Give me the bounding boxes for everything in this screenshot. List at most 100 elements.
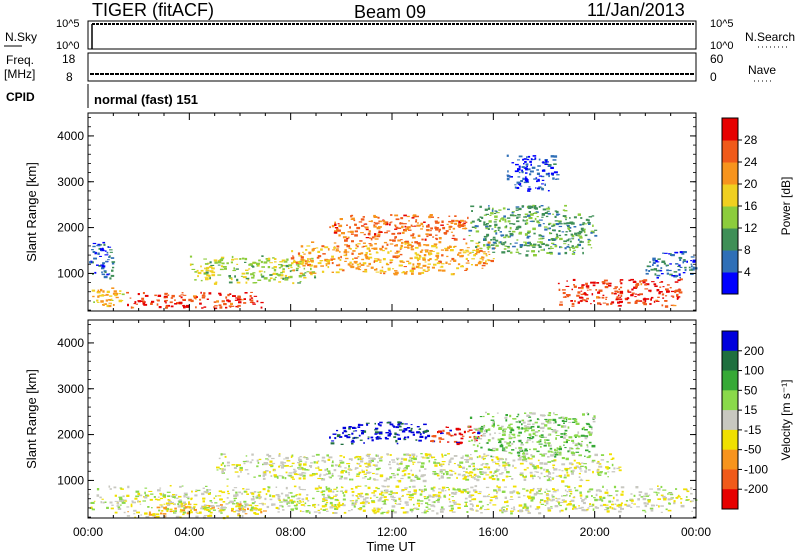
velocity-cell — [372, 472, 375, 475]
velocity-cell — [267, 458, 270, 461]
power-cell — [349, 248, 352, 250]
velocity-cell — [509, 499, 514, 500]
velocity-cell — [384, 436, 388, 439]
power-cell — [356, 245, 359, 248]
velocity-cell — [466, 456, 470, 458]
power-cell — [394, 214, 399, 217]
power-cell — [515, 163, 519, 166]
velocity-cell — [145, 516, 150, 518]
power-cell — [174, 303, 178, 305]
velocity-cell — [384, 499, 388, 501]
velocity-cell — [456, 476, 458, 479]
power-cell — [360, 252, 364, 255]
power-cell — [492, 241, 497, 244]
power-cell — [297, 252, 301, 255]
power-cell — [548, 239, 551, 241]
velocity-cell — [548, 444, 550, 447]
power-cell — [392, 268, 395, 270]
velocity-cell — [209, 514, 213, 517]
power-cell — [93, 301, 95, 303]
velocity-cell — [511, 442, 514, 445]
power-cell — [590, 303, 592, 305]
velocity-cell — [415, 439, 418, 441]
power-cell — [261, 266, 265, 268]
power-cell — [376, 235, 381, 238]
velocity-cell — [440, 464, 443, 467]
velocity-cell — [310, 466, 312, 468]
velocity-cell — [633, 503, 636, 505]
power-cell — [214, 261, 218, 264]
velocity-cell — [415, 455, 418, 458]
velocity-cell — [356, 455, 359, 458]
velocity-cell — [342, 492, 344, 494]
velocity-cell — [396, 457, 400, 460]
power-cell — [653, 283, 657, 286]
power-cell — [669, 263, 672, 265]
velocity-cell — [554, 421, 557, 424]
velocity-cell — [498, 432, 501, 434]
velocity-cell — [366, 466, 369, 468]
velocity-cell — [543, 475, 546, 478]
power-cell — [659, 286, 662, 288]
velocity-cell — [545, 420, 549, 423]
velocity-cell — [144, 512, 148, 515]
velocity-cell — [531, 441, 534, 443]
velocity-cell — [109, 501, 113, 504]
velocity-cell — [483, 453, 486, 455]
power-cell — [541, 179, 545, 181]
velocity-cell — [591, 460, 595, 463]
velocity-cell — [298, 464, 301, 467]
velocity-cell — [171, 501, 174, 503]
velocity-cell — [281, 476, 285, 479]
velocity-cell — [517, 434, 521, 437]
velocity-cell — [547, 456, 550, 458]
velocity-cell — [269, 498, 273, 501]
velocity-cell — [237, 514, 241, 517]
power-cell — [558, 223, 563, 225]
power-cell — [499, 241, 502, 244]
velocity-cell — [317, 477, 322, 480]
velocity-cell — [299, 488, 304, 490]
velocity-cell — [385, 477, 389, 480]
power-cell — [200, 279, 203, 282]
velocity-cell — [394, 502, 397, 505]
power-cell — [267, 257, 271, 260]
power-cell — [391, 232, 396, 235]
velocity-cell — [342, 504, 346, 507]
power-cell — [218, 304, 222, 306]
power-cell — [311, 257, 314, 260]
power-cell — [441, 220, 444, 223]
power-cell — [231, 305, 235, 307]
velocity-cell — [388, 432, 392, 435]
power-cell — [267, 266, 271, 269]
power-cell — [381, 245, 384, 248]
velocity-cell — [386, 453, 389, 456]
power-cell — [399, 260, 403, 263]
velocity-cell — [481, 471, 484, 474]
power-cell — [429, 258, 432, 261]
velocity-cell — [395, 426, 399, 429]
power-cell — [690, 260, 693, 262]
power-cell — [411, 225, 414, 227]
velocity-cell — [388, 491, 391, 493]
power-cell — [530, 213, 534, 216]
power-cell — [178, 295, 181, 297]
power-cell — [526, 250, 530, 252]
velocity-cell — [317, 460, 320, 462]
velocity-cell — [379, 474, 384, 477]
beam-label: Beam 09 — [354, 2, 426, 22]
velocity-cell — [397, 434, 401, 436]
velocity-cell — [511, 478, 514, 480]
power-cell — [337, 256, 340, 260]
power-cell — [514, 184, 517, 186]
velocity-cell — [148, 511, 151, 514]
power-cell — [376, 226, 381, 230]
velocity-cell — [600, 454, 605, 456]
velocity-cell — [592, 508, 595, 511]
velocity-cell — [536, 441, 540, 443]
velocity-cell — [348, 458, 353, 461]
power-cell — [526, 158, 530, 161]
velocity-cell — [474, 450, 478, 453]
power-cell — [692, 266, 695, 269]
power-cell — [349, 261, 352, 264]
